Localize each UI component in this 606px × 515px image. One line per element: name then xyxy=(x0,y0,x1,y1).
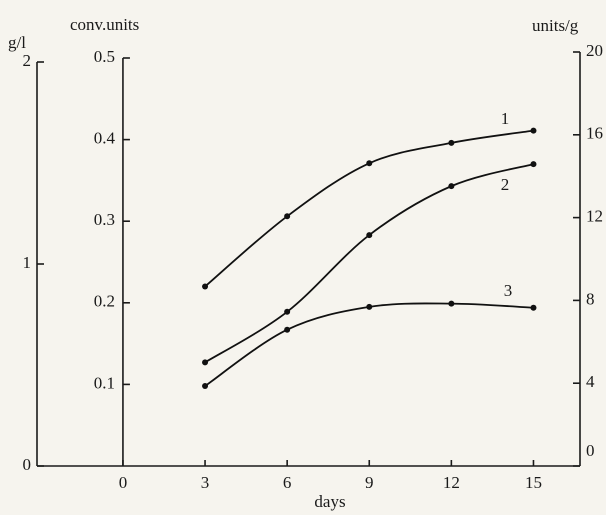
y3-axis-label: g/l xyxy=(8,33,26,52)
y-tick-label: 0.3 xyxy=(94,210,115,229)
y-tick-label: 0.4 xyxy=(94,129,116,148)
data-point xyxy=(366,303,373,310)
x-tick-label: 0 xyxy=(119,473,128,492)
y3-tick-label: 2 xyxy=(23,51,32,70)
data-point xyxy=(448,139,455,146)
y-tick-label: 0.5 xyxy=(94,47,115,66)
series-label: 1 xyxy=(501,109,510,128)
y2-tick-label: 20 xyxy=(586,41,603,60)
x-axis-label: days xyxy=(314,492,345,511)
data-point xyxy=(530,127,537,134)
series-label: 3 xyxy=(504,281,513,300)
data-point xyxy=(366,160,373,167)
data-point xyxy=(530,161,537,168)
x-tick-label: 6 xyxy=(283,473,292,492)
x-tick-label: 15 xyxy=(525,473,542,492)
data-point xyxy=(202,283,209,290)
y2-tick-label: 8 xyxy=(586,289,595,308)
series-line xyxy=(204,302,534,387)
x-tick-label: 12 xyxy=(443,473,460,492)
series-label: 2 xyxy=(501,175,510,194)
data-point xyxy=(448,183,455,190)
y2-tick-label: 16 xyxy=(586,124,603,143)
y-axis-label: conv.units xyxy=(70,15,139,34)
y2-tick-label: 4 xyxy=(586,372,595,391)
y2-tick-label: 0 xyxy=(586,441,595,460)
data-point xyxy=(202,383,209,390)
x-tick-label: 3 xyxy=(201,473,210,492)
data-point xyxy=(366,232,373,239)
series-line xyxy=(204,163,534,364)
y3-tick-label: 1 xyxy=(23,253,32,272)
y2-tick-label: 12 xyxy=(586,207,603,226)
data-point xyxy=(284,308,291,315)
y-tick-label: 0.2 xyxy=(94,292,115,311)
y3-tick-label: 0 xyxy=(23,455,32,474)
data-point xyxy=(284,326,291,333)
x-tick-label: 9 xyxy=(365,473,374,492)
data-point xyxy=(202,359,209,366)
y-tick-label: 0.1 xyxy=(94,373,115,392)
series-line xyxy=(204,129,534,288)
y2-axis-label: units/g xyxy=(532,16,579,35)
data-point xyxy=(284,213,291,220)
data-point xyxy=(530,304,537,311)
data-point xyxy=(448,300,455,307)
